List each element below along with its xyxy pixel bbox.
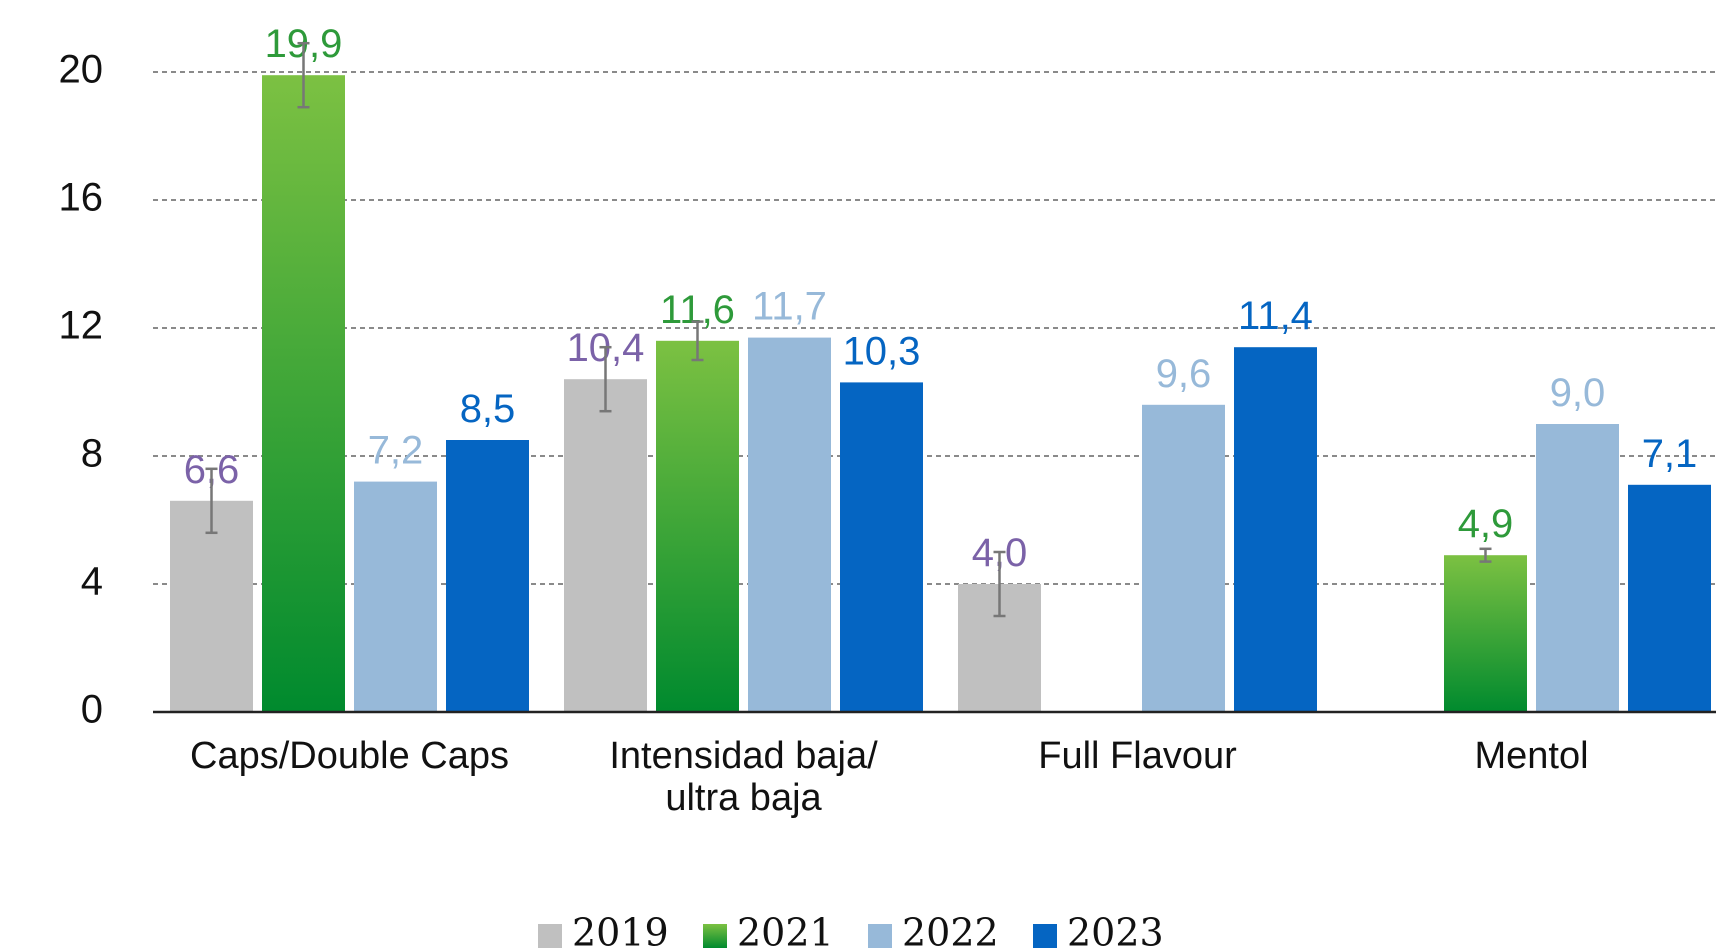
legend-swatch xyxy=(1033,924,1057,948)
y-tick-label: 8 xyxy=(81,432,103,476)
y-tick-label: 0 xyxy=(81,688,103,732)
x-tick-label: Full Flavour xyxy=(1038,735,1237,777)
legend-swatch xyxy=(868,924,892,948)
bar xyxy=(354,481,437,712)
bar xyxy=(446,440,529,712)
bar xyxy=(748,337,831,712)
bar xyxy=(1444,555,1527,712)
value-label: 9,0 xyxy=(1550,371,1606,415)
value-label: 7,2 xyxy=(368,429,424,473)
legend-label: 2021 xyxy=(737,911,834,951)
bar xyxy=(1142,404,1225,712)
x-tick-label: Intensidad baja/ultra baja xyxy=(609,735,878,819)
x-tick-label: Caps/Double Caps xyxy=(190,735,509,777)
legend-label: 2023 xyxy=(1067,911,1164,951)
bar xyxy=(656,340,739,712)
legend-swatch xyxy=(703,924,727,948)
x-tick-label: Mentol xyxy=(1474,735,1588,777)
bar xyxy=(1234,347,1317,712)
bar xyxy=(262,75,345,712)
bar xyxy=(170,500,253,712)
value-label: 8,5 xyxy=(460,387,516,431)
legend-label: 2022 xyxy=(902,911,999,951)
y-tick-label: 16 xyxy=(59,176,104,220)
bar xyxy=(1628,484,1711,712)
legend-swatch xyxy=(538,924,562,948)
value-label: 11,7 xyxy=(752,285,827,329)
value-label: 7,1 xyxy=(1642,432,1698,476)
legend-label: 2019 xyxy=(572,911,669,951)
value-label: 10,3 xyxy=(843,329,921,373)
y-tick-label: 20 xyxy=(59,48,104,92)
y-tick-label: 4 xyxy=(81,560,103,604)
value-label: 4,9 xyxy=(1458,502,1514,546)
bar xyxy=(1536,424,1619,712)
bar xyxy=(564,379,647,712)
value-label: 11,4 xyxy=(1238,294,1313,338)
value-label: 9,6 xyxy=(1156,352,1212,396)
y-tick-label: 12 xyxy=(59,304,104,348)
bar xyxy=(840,382,923,712)
